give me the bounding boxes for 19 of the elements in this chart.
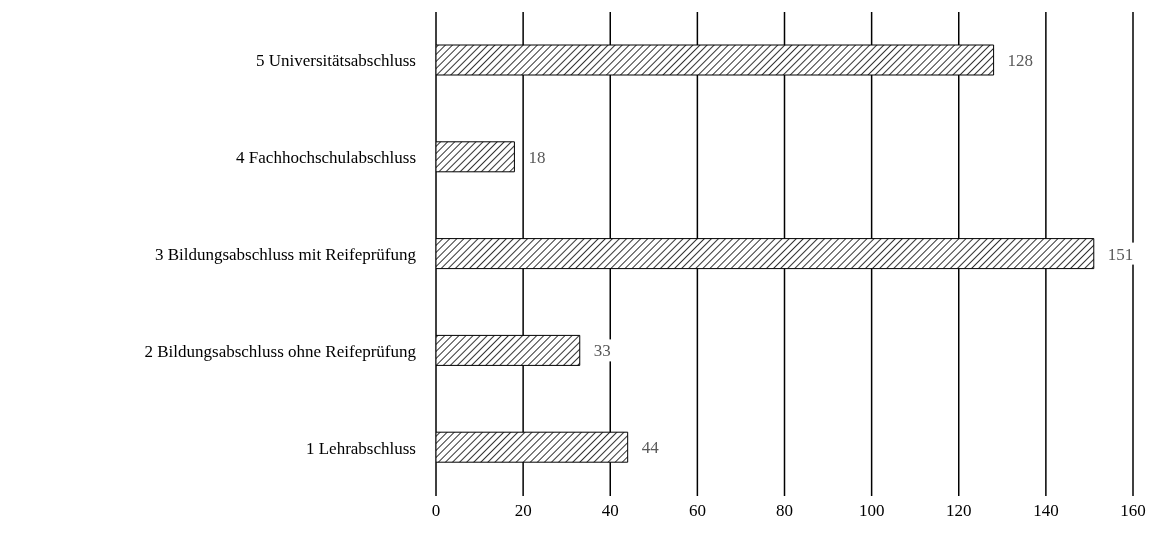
x-tick-label: 80 — [776, 501, 793, 521]
x-tick-label: 100 — [858, 501, 885, 521]
y-tick-label: 1 Lehrabschluss — [305, 438, 416, 458]
data-label: 33 — [593, 341, 611, 361]
x-tick-label: 40 — [601, 501, 619, 521]
data-label: 44 — [641, 438, 660, 458]
x-tick-label: 0 — [431, 501, 441, 521]
x-tick-label: 160 — [1120, 501, 1146, 521]
y-tick-label: 3 Bildungsabschluss mit Reifeprüfung — [154, 245, 417, 265]
x-tick-label: 20 — [514, 501, 532, 521]
data-label: 128 — [1007, 50, 1034, 70]
y-tick-label: 4 Fachhochschulabschluss — [236, 148, 416, 168]
x-tick-label: 60 — [688, 501, 706, 521]
x-tick-label: 140 — [1033, 501, 1059, 521]
y-tick-label: 2 Bildungsabschluss ohne Reifeprüfung — [144, 341, 417, 361]
data-label: 151 — [1107, 244, 1134, 264]
x-tick-label: 120 — [946, 501, 972, 521]
y-tick-label: 5 Universitätsabschluss — [255, 51, 416, 71]
data-label: 18 — [528, 147, 546, 167]
